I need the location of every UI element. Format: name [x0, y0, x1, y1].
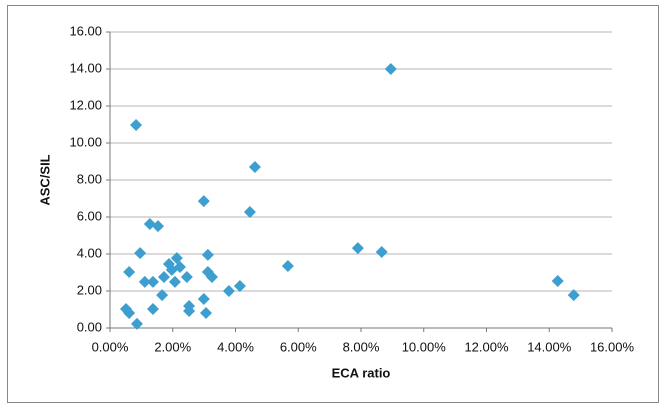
chart-frame — [7, 5, 659, 403]
point — [197, 292, 210, 305]
x-tick-label: 8.00% — [343, 339, 380, 354]
point — [183, 304, 196, 317]
y-tick-label: 14.00 — [69, 60, 102, 75]
point — [200, 307, 213, 320]
point — [222, 285, 235, 297]
point — [146, 275, 159, 288]
x-tick-label: 10.00% — [402, 339, 447, 354]
y-tick-label: 2.00 — [77, 282, 102, 297]
point — [351, 242, 364, 255]
point — [157, 270, 170, 283]
point — [134, 247, 147, 260]
point — [201, 248, 214, 261]
y-axis-label: ASC/SIL — [37, 154, 52, 205]
point — [170, 252, 183, 265]
point — [233, 280, 246, 293]
point — [146, 302, 159, 315]
y-tick-label: 10.00 — [69, 134, 102, 149]
x-tick-label: 4.00% — [217, 339, 254, 354]
point — [375, 245, 388, 258]
point — [281, 260, 294, 273]
x-tick-label: 16.00% — [590, 339, 635, 354]
y-tick-label: 4.00 — [77, 245, 102, 260]
x-tick-label: 0.00% — [92, 339, 129, 354]
y-tick-label: 16.00 — [69, 23, 102, 38]
point — [180, 270, 193, 283]
point — [384, 63, 397, 75]
point — [152, 220, 165, 233]
point — [130, 317, 143, 330]
x-tick-label: 14.00% — [527, 339, 572, 354]
point — [551, 275, 564, 288]
point — [130, 119, 143, 132]
y-tick-label: 6.00 — [77, 208, 102, 223]
point — [197, 195, 210, 208]
y-tick-label: 0.00 — [77, 319, 102, 334]
point — [138, 275, 151, 288]
x-tick-label: 6.00% — [280, 339, 317, 354]
point — [123, 307, 136, 320]
point — [156, 289, 169, 302]
point — [173, 260, 186, 273]
x-tick-label: 2.00% — [154, 339, 191, 354]
point — [168, 275, 181, 288]
point — [143, 218, 156, 231]
y-tick-label: 8.00 — [77, 171, 102, 186]
x-tick-label: 12.00% — [464, 339, 509, 354]
point — [123, 265, 136, 278]
y-tick-label: 12.00 — [69, 97, 102, 112]
point — [205, 270, 218, 283]
point — [567, 289, 580, 302]
point — [248, 161, 261, 174]
x-axis-label: ECA ratio — [332, 365, 391, 380]
point — [243, 206, 256, 219]
